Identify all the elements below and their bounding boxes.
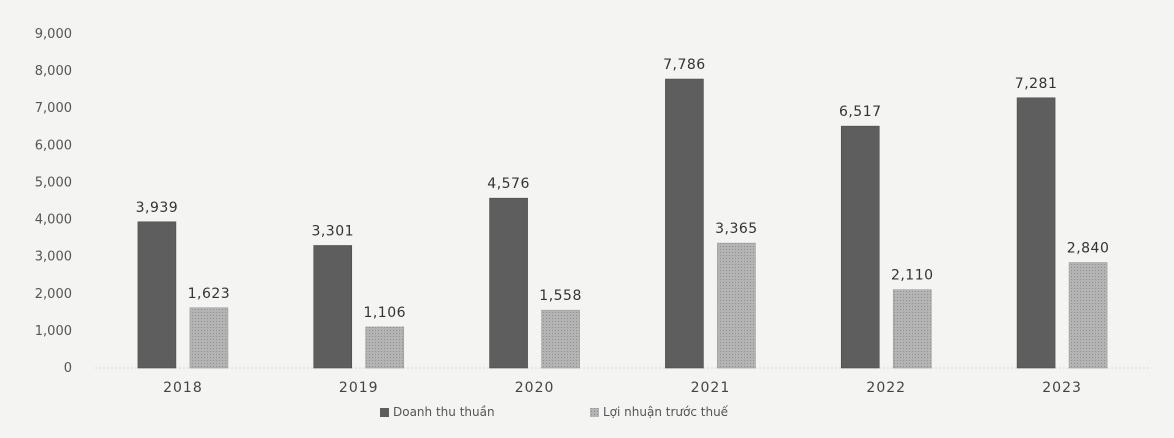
legend-label: Lợi nhuận trước thuế bbox=[603, 405, 729, 419]
bar bbox=[489, 197, 528, 369]
data-label: 2,110 bbox=[891, 268, 934, 284]
y-tick-label: 0 bbox=[64, 361, 72, 376]
bar bbox=[892, 289, 932, 369]
x-axis: 2018 2019 2020 2021 2022 2023 bbox=[163, 380, 1082, 396]
y-tick-label: 4,000 bbox=[35, 213, 72, 228]
bar bbox=[137, 221, 177, 369]
y-tick-label: 3,000 bbox=[35, 250, 72, 265]
legend-swatch bbox=[380, 408, 389, 417]
x-tick-label: 2023 bbox=[1042, 380, 1082, 396]
bar bbox=[1068, 262, 1108, 369]
data-label: 2,840 bbox=[1067, 241, 1110, 257]
x-tick-label: 2021 bbox=[691, 380, 731, 396]
data-label: 7,281 bbox=[1015, 76, 1058, 92]
data-label: 3,939 bbox=[136, 200, 179, 216]
bar bbox=[1016, 97, 1056, 369]
x-tick-label: 2020 bbox=[515, 380, 555, 396]
data-label: 3,365 bbox=[715, 221, 758, 237]
data-label: 1,106 bbox=[363, 305, 406, 321]
data-label: 3,301 bbox=[311, 223, 354, 239]
data-label: 7,786 bbox=[663, 57, 706, 73]
data-label: 1,623 bbox=[188, 286, 231, 302]
bar bbox=[365, 326, 405, 369]
bar bbox=[189, 307, 229, 369]
data-label: 1,558 bbox=[539, 288, 582, 304]
y-axis: 0 1,000 2,000 3,000 4,000 5,000 6,000 7,000 8,00… bbox=[35, 27, 72, 376]
bar bbox=[840, 125, 880, 369]
bar bbox=[313, 245, 353, 369]
bar bbox=[665, 78, 704, 369]
legend: Doanh thu thuần Lợi nhuận trước thuế bbox=[380, 405, 729, 419]
x-tick-label: 2018 bbox=[163, 380, 203, 396]
bar bbox=[541, 309, 580, 369]
x-tick-label: 2019 bbox=[339, 380, 379, 396]
data-label: 4,576 bbox=[487, 176, 530, 192]
y-tick-label: 9,000 bbox=[35, 27, 72, 42]
y-tick-label: 6,000 bbox=[35, 138, 72, 153]
bar bbox=[717, 242, 756, 369]
data-label: 6,517 bbox=[839, 104, 882, 120]
y-tick-label: 1,000 bbox=[35, 324, 72, 339]
y-tick-label: 8,000 bbox=[35, 64, 72, 79]
legend-swatch bbox=[590, 408, 599, 417]
x-tick-label: 2022 bbox=[866, 380, 906, 396]
y-tick-label: 5,000 bbox=[35, 175, 72, 190]
y-tick-label: 2,000 bbox=[35, 287, 72, 302]
legend-label: Doanh thu thuần bbox=[393, 405, 495, 419]
bars-group: 3,939 1,623 3,301 1,106 4,576 1,558 7,786 3,365… bbox=[136, 57, 1110, 369]
y-tick-label: 7,000 bbox=[35, 101, 72, 116]
